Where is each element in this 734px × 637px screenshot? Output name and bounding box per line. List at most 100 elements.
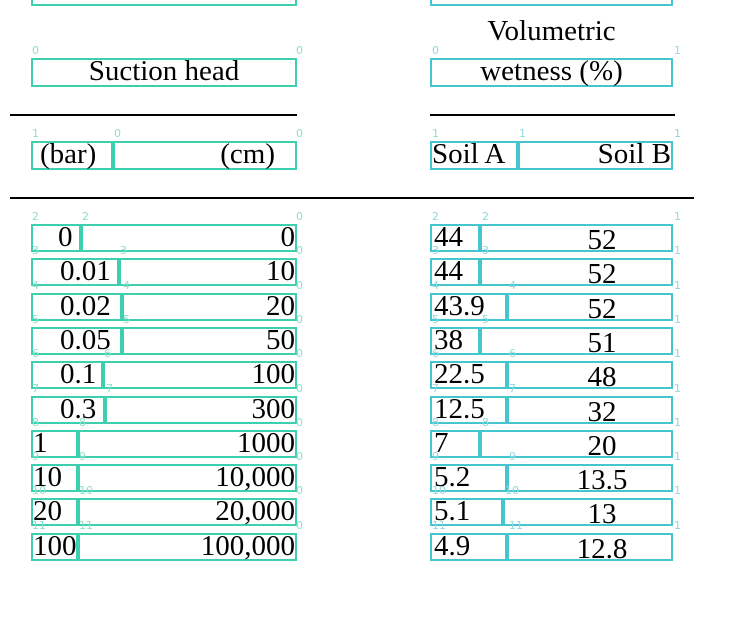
soil-a-value: 5.1: [434, 495, 471, 527]
row-index: 0: [296, 210, 303, 223]
row-index: 0: [296, 313, 303, 326]
row-index: 0: [296, 347, 303, 360]
bar-cell-box: [31, 533, 78, 561]
bar-cell-box: [31, 224, 81, 252]
soil-b-cell-box: [507, 396, 673, 424]
soil-b-cell-box: [480, 258, 673, 286]
soil-a-cell-box: [430, 533, 507, 561]
row-index: 1: [674, 450, 681, 463]
top-right-box: [430, 0, 673, 6]
row-index: 9: [509, 450, 516, 463]
soil-b-cell-box: [480, 224, 673, 252]
soil-a-cell-box: [430, 430, 480, 458]
suction-head-box: [31, 58, 297, 87]
soil-b-header-index-right: 1: [674, 127, 681, 140]
row-index: 5: [123, 313, 130, 326]
row-index: 1: [674, 484, 681, 497]
soil-b-value: 52: [587, 224, 617, 256]
bar-cell-box: [31, 361, 103, 389]
bar-value: 100: [33, 530, 77, 562]
bar-cell-box: [31, 498, 78, 526]
soil-b-cell-box: [480, 430, 673, 458]
row-index: 6: [32, 347, 39, 360]
row-index: 7: [432, 382, 439, 395]
row-index: 6: [104, 347, 111, 360]
soil-b-value: 32: [587, 396, 617, 428]
row-index: 11: [32, 519, 46, 532]
bar-cell-box: [31, 258, 119, 286]
cm-unit-label: (cm): [220, 138, 275, 170]
row-index: 11: [79, 519, 93, 532]
row-index: 7: [106, 382, 113, 395]
cm-value: 100,000: [200, 530, 295, 562]
bar-cell-box: [31, 327, 122, 355]
cm-value: 10: [266, 255, 295, 287]
soil-a-value: 44: [434, 255, 463, 287]
row-index: 3: [432, 244, 439, 257]
cm-cell-box: [78, 430, 297, 458]
soil-a-value: 44: [434, 221, 463, 253]
cm-cell-box: [103, 361, 297, 389]
row-index: 2: [32, 210, 39, 223]
soil-a-label: Soil A: [432, 138, 506, 170]
row-index: 4: [432, 279, 439, 292]
soil-a-header-box: [430, 141, 518, 170]
volumetric-box: [430, 58, 673, 87]
soil-a-cell-box: [430, 498, 503, 526]
soil-a-cell-box: [430, 361, 507, 389]
row-index: 2: [82, 210, 89, 223]
soil-b-header-box: [518, 141, 673, 170]
row-index: 8: [79, 416, 86, 429]
soil-a-cell-box: [430, 327, 480, 355]
row-index: 1: [674, 382, 681, 395]
bar-value: 20: [33, 495, 62, 527]
soil-b-header-index: 1: [519, 127, 526, 140]
row-index: 5: [482, 313, 489, 326]
row-index: 1: [674, 244, 681, 257]
cm-value: 50: [266, 324, 295, 356]
soil-a-cell-box: [430, 293, 507, 321]
suction-head-index-left: 0: [32, 44, 39, 57]
cm-value: 20: [266, 290, 295, 322]
soil-b-cell-box: [503, 498, 673, 526]
soil-b-value: 12.8: [576, 533, 628, 565]
row-index: 1: [674, 313, 681, 326]
row-index: 1: [674, 210, 681, 223]
row-index: 10: [79, 484, 93, 497]
row-index: 7: [32, 382, 39, 395]
rule-full: [10, 197, 694, 199]
row-index: 0: [296, 382, 303, 395]
bar-cell-box: [31, 430, 78, 458]
bar-value: 0: [58, 221, 73, 253]
suction-head-label: Suction head: [88, 55, 240, 87]
row-index: 0: [296, 519, 303, 532]
row-index: 1: [674, 279, 681, 292]
row-index: 11: [509, 519, 523, 532]
bar-cell-box: [31, 464, 78, 492]
cm-cell-box: [78, 464, 297, 492]
row-index: 0: [296, 416, 303, 429]
bar-value: 0.05: [60, 324, 111, 356]
row-index: 0: [296, 244, 303, 257]
soil-a-cell-box: [430, 258, 480, 286]
row-index: 0: [296, 279, 303, 292]
cm-header-index-right: 0: [296, 127, 303, 140]
row-index: 3: [120, 244, 127, 257]
row-index: 4: [123, 279, 130, 292]
bar-value: 0.1: [60, 358, 97, 390]
soil-b-value: 13.5: [576, 464, 628, 496]
row-index: 3: [32, 244, 39, 257]
row-index: 4: [32, 279, 39, 292]
soil-a-value: 38: [434, 324, 463, 356]
volumetric-index-left: 0: [432, 44, 439, 57]
bar-cell-box: [31, 396, 105, 424]
soil-b-label: Soil B: [597, 138, 671, 170]
volumetric-label: Volumetric: [487, 15, 616, 47]
suction-head-index-right: 0: [296, 44, 303, 57]
row-index: 9: [32, 450, 39, 463]
row-index: 8: [482, 416, 489, 429]
row-index: 2: [482, 210, 489, 223]
soil-b-cell-box: [507, 361, 673, 389]
soil-a-value: 7: [434, 427, 449, 459]
row-index: 0: [296, 450, 303, 463]
